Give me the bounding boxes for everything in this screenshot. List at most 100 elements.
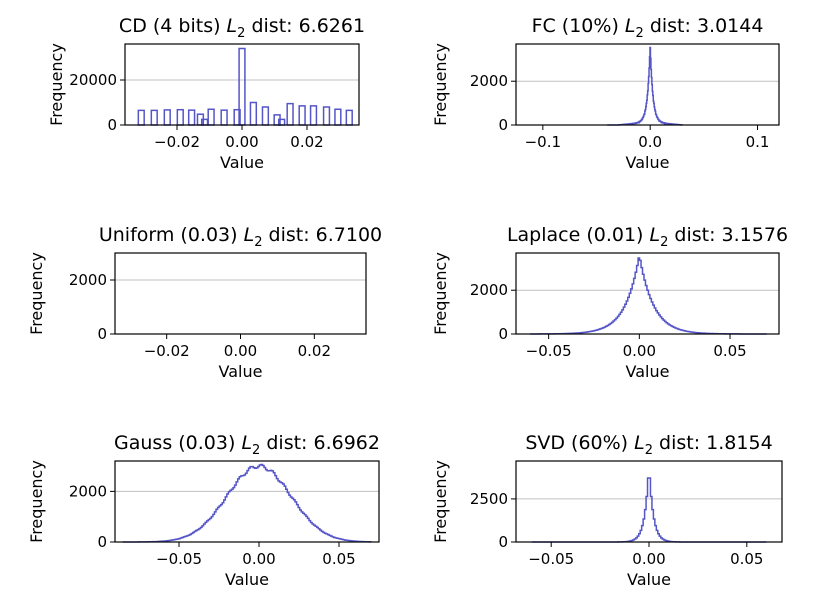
y-tick-label: 2500 [470, 490, 508, 508]
title-variable: L [625, 15, 636, 37]
x-axis-label: Value [219, 362, 263, 381]
title-variable: L [227, 15, 238, 37]
title-prefix: Laplace (0.01) [507, 224, 650, 246]
x-tick-label: 0.00 [225, 133, 258, 151]
x-tick-label: −0.05 [156, 550, 202, 568]
x-tick-label: 0.05 [730, 550, 763, 568]
hist-bar [286, 102, 294, 126]
chart-fc: −0.1 0.0 0.1 0 2000 Value Frequency FC (10%) L2… [431, 15, 780, 172]
chart-svd: −0.05 0.00 0.05 0 2500 Value Frequency SVD (60%… [431, 432, 783, 589]
x-axis-label: Value [627, 570, 671, 589]
y-tick-label: 0 [498, 116, 508, 134]
x-tick-label: −0.02 [144, 342, 190, 360]
y-tick-label: 0 [498, 533, 508, 551]
y-tick-label: 2000 [470, 72, 508, 90]
title-subscript: 2 [252, 443, 260, 458]
hist-bar [176, 108, 184, 126]
title-subscript: 2 [237, 26, 245, 41]
x-tick-label: −0.05 [528, 550, 574, 568]
x-tick-label: 0.02 [298, 342, 331, 360]
title-suffix: dist: 6.7100 [262, 224, 382, 246]
hist-bar [137, 109, 145, 126]
title-variable: L [241, 432, 252, 454]
hist-bar [298, 105, 306, 126]
x-tick-label: −0.05 [526, 342, 572, 360]
y-axis-label: Frequency [431, 43, 450, 126]
hist-bar [163, 109, 171, 126]
y-tick-label: 2000 [470, 281, 508, 299]
title-subscript: 2 [660, 235, 668, 250]
axes-frame [114, 460, 380, 543]
chart-cd: −0.02 0.00 0.02 0 20000 Value Frequency CD (4 b… [47, 15, 365, 172]
x-tick-label: 0.05 [322, 550, 355, 568]
x-tick-label: 0.00 [623, 342, 656, 360]
title-suffix: dist: 3.1576 [668, 224, 788, 246]
chart-title: FC (10%) L2 dist: 3.0144 [532, 15, 764, 41]
title-subscript: 2 [636, 26, 644, 41]
hist-bar [334, 108, 342, 126]
y-tick-label: 0 [107, 116, 117, 134]
x-axis-label: Value [225, 570, 269, 589]
axes-frame [114, 252, 367, 335]
hist-bar [345, 109, 353, 126]
y-tick-label: 20000 [69, 71, 117, 89]
x-tick-label: 0.0 [638, 133, 662, 151]
title-subscript: 2 [645, 443, 653, 458]
x-tick-label: 0.00 [632, 550, 665, 568]
hist-bar [261, 106, 270, 126]
x-tick-label: 0.02 [290, 133, 323, 151]
chart-title: SVD (60%) L2 dist: 1.8154 [525, 432, 772, 458]
x-tick-label: 0.00 [242, 550, 275, 568]
hist-bar [249, 101, 258, 126]
x-axis-label: Value [626, 153, 670, 172]
chart-laplace: −0.05 0.00 0.05 0 2000 Value Frequency Laplace … [431, 224, 788, 381]
y-axis-label: Frequency [27, 252, 46, 335]
title-variable: L [650, 224, 661, 246]
hist-bar [150, 109, 158, 126]
chart-title: CD (4 bits) L2 dist: 6.6261 [119, 15, 365, 41]
chart-gauss: −0.05 0.00 0.05 0 2000 Value Frequency Gauss (0… [27, 432, 380, 589]
title-subscript: 2 [254, 235, 262, 250]
x-tick-label: −0.1 [525, 133, 561, 151]
title-variable: L [634, 432, 645, 454]
hist-step-line [531, 477, 767, 543]
y-tick-label: 2000 [69, 271, 107, 289]
hist-bar [187, 109, 196, 126]
axes-frame [515, 460, 783, 543]
y-tick-label: 2000 [69, 482, 107, 500]
chart-title: Uniform (0.03) L2 dist: 6.7100 [99, 224, 382, 250]
x-tick-label: 0.1 [746, 133, 770, 151]
x-tick-label: −0.02 [154, 133, 200, 151]
title-prefix: FC (10%) [532, 15, 625, 37]
hist-bar [207, 108, 215, 126]
y-axis-label: Frequency [27, 460, 46, 543]
x-tick-label: 0.05 [713, 342, 746, 360]
axes-frame [515, 43, 780, 126]
title-suffix: dist: 1.8154 [653, 432, 773, 454]
hist-step-line [122, 463, 372, 543]
y-tick-label: 0 [97, 533, 107, 551]
y-axis-label: Frequency [431, 252, 450, 335]
y-axis-label: Frequency [431, 460, 450, 543]
title-prefix: Uniform (0.03) [99, 224, 244, 246]
title-variable: L [244, 224, 255, 246]
title-suffix: dist: 3.0144 [644, 15, 764, 37]
title-prefix: Gauss (0.03) [114, 432, 241, 454]
hist-bar [309, 105, 318, 126]
x-tick-label: 0.00 [224, 342, 257, 360]
axes-frame [515, 252, 780, 335]
chart-title: Laplace (0.01) L2 dist: 3.1576 [507, 224, 788, 250]
y-tick-label: 0 [498, 325, 508, 343]
hist-step-line [529, 257, 768, 335]
chart-uniform: −0.02 0.00 0.02 0 2000 Value Frequency Uniform … [27, 224, 382, 381]
y-axis-label: Frequency [47, 43, 66, 126]
hist-step-line [607, 46, 684, 126]
title-suffix: dist: 6.6962 [260, 432, 380, 454]
hist-bar [220, 109, 228, 126]
hist-bar [322, 106, 331, 126]
title-suffix: dist: 6.6261 [245, 15, 365, 37]
chart-title: Gauss (0.03) L2 dist: 6.6962 [114, 432, 380, 458]
y-tick-label: 0 [97, 325, 107, 343]
